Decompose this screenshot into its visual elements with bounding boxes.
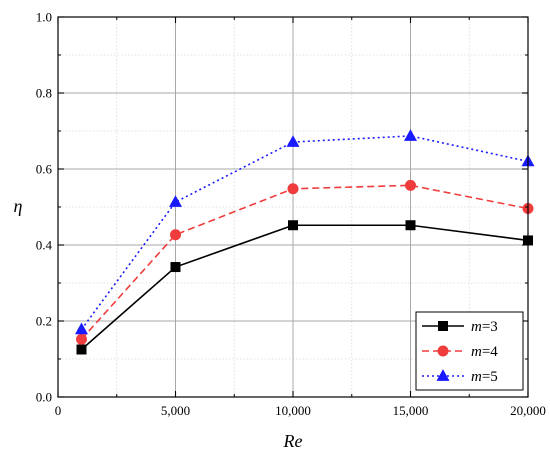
x-tick-label: 10,000 (275, 403, 311, 418)
data-point (76, 333, 87, 345)
legend-marker (436, 369, 450, 381)
series-layer (75, 129, 535, 355)
y-axis-title: η (14, 196, 23, 216)
y-tick-label: 0.0 (36, 390, 52, 405)
legend-label-val: =3 (482, 319, 498, 335)
y-tick-label: 0.6 (36, 162, 53, 177)
legend-box (415, 311, 524, 391)
data-point (404, 129, 417, 141)
y-tick-label: 0.4 (36, 238, 53, 253)
series-line (80, 135, 529, 330)
data-point (286, 135, 300, 147)
legend-label-var: m (471, 344, 482, 360)
y-tick-label: 0.2 (36, 314, 52, 329)
legend-label: m=3 (471, 319, 498, 335)
y-tick-label: 0.8 (36, 86, 52, 101)
x-tick-label: 20,000 (510, 403, 546, 418)
legend-label-var: m (471, 319, 482, 335)
series-2 (76, 179, 534, 345)
data-point (75, 322, 88, 335)
legend-label: m=5 (471, 369, 498, 385)
data-point (288, 220, 298, 231)
data-point (76, 344, 87, 355)
axes: 0 5,000 10,000 15,000 20,000 0.0 0.2 0.4 0.6 0.8 1… (36, 10, 546, 419)
data-point (169, 195, 182, 207)
y-tick-label: 1.0 (36, 10, 52, 25)
x-tick-label: 0 (55, 403, 62, 418)
data-point (405, 179, 416, 191)
legend: m=3m=4m=5 (415, 311, 524, 391)
data-point (170, 262, 181, 273)
legend-label: m=4 (471, 344, 498, 360)
series-3 (75, 129, 535, 335)
legend-label-val: =4 (482, 344, 498, 360)
x-tick-label: 15,000 (393, 403, 429, 418)
data-point (287, 183, 299, 195)
x-axis-title: Re (283, 431, 303, 451)
legend-label-var: m (471, 369, 482, 385)
x-tick-label: 5,000 (161, 403, 190, 418)
legend-label-val: =5 (482, 369, 498, 385)
legend-marker (438, 321, 448, 331)
data-point (170, 229, 181, 241)
data-point (405, 220, 416, 231)
legend-marker (437, 345, 449, 357)
